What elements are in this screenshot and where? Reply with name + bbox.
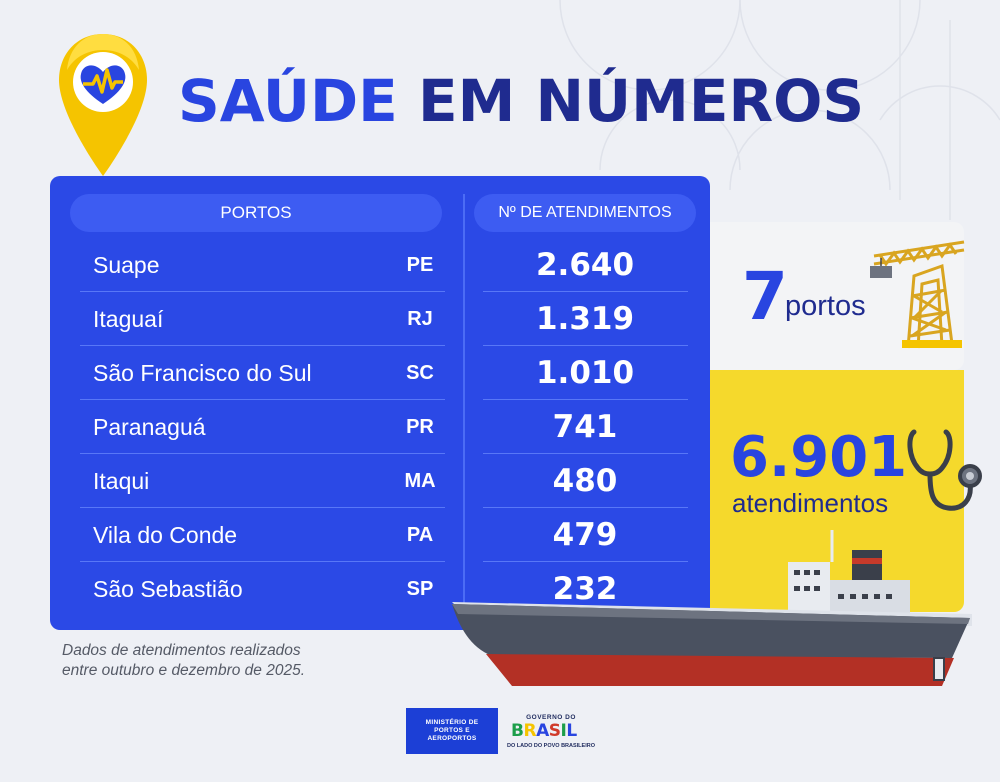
port-state: SC <box>406 362 434 384</box>
row-divider <box>80 453 445 454</box>
port-state: PR <box>406 416 434 438</box>
government-logo: GOVERNO DO BRASIL DO LADO DO POVO BRASIL… <box>505 708 597 754</box>
port-value: 232 <box>552 571 618 607</box>
table-row: Suape PE 2.640 <box>50 238 710 292</box>
port-name: Suape <box>93 252 160 278</box>
row-divider <box>483 453 688 454</box>
port-name: São Francisco do Sul <box>93 360 312 386</box>
port-state: PA <box>406 524 434 546</box>
note-line-1: Dados de atendimentos realizados <box>62 642 301 659</box>
gov-wordmark: BRASIL <box>511 721 577 741</box>
stethoscope-icon <box>907 429 982 511</box>
ports-table: PORTOS Nº DE ATENDIMENTOS Suape PE 2.640… <box>50 176 710 630</box>
total-atendimentos: 6.901 <box>730 425 908 490</box>
row-divider <box>483 399 688 400</box>
port-value: 480 <box>552 463 618 499</box>
ports-count: 7 <box>742 258 788 335</box>
ports-label: portos <box>785 290 866 322</box>
column-divider <box>463 194 465 624</box>
page-title: SAÚDE EM NÚMEROS <box>178 72 864 130</box>
port-value: 1.319 <box>535 301 635 337</box>
table-row: São Sebastião SP 232 <box>50 562 710 616</box>
table-row: Itaqui MA 480 <box>50 454 710 508</box>
data-source-note: Dados de atendimentos realizados entre o… <box>62 641 305 681</box>
row-divider <box>80 507 445 508</box>
crane-icon <box>870 240 965 349</box>
row-divider <box>483 507 688 508</box>
port-value: 2.640 <box>535 247 635 283</box>
row-divider <box>483 345 688 346</box>
port-name: Vila do Conde <box>93 522 238 548</box>
port-value: 1.010 <box>535 355 635 391</box>
title-part-2: EM NÚMEROS <box>417 67 865 135</box>
ministry-logo: MINISTÉRIO DE PORTOS E AEROPORTOS <box>406 708 498 754</box>
total-label: atendimentos <box>732 488 889 518</box>
port-state: MA <box>404 470 436 492</box>
table-row: Vila do Conde PA 479 <box>50 508 710 562</box>
port-state: SP <box>406 578 434 600</box>
column-header-atendimentos: Nº DE ATENDIMENTOS <box>474 194 696 232</box>
port-value: 741 <box>552 409 618 445</box>
row-divider <box>483 561 688 562</box>
ship-icon <box>452 530 972 686</box>
table-row: Paranaguá PR 741 <box>50 400 710 454</box>
port-state: PE <box>406 254 434 276</box>
ministry-line-1: MINISTÉRIO DE <box>425 719 479 726</box>
port-name: Itaqui <box>93 468 150 494</box>
port-state: RJ <box>407 308 433 330</box>
health-pin-icon <box>59 34 147 176</box>
gov-subtitle: DO LADO DO POVO BRASILEIRO <box>506 743 595 749</box>
table-row: Itaguaí RJ 1.319 <box>50 292 710 346</box>
ministry-line-3: AEROPORTOS <box>427 735 477 742</box>
row-divider <box>80 345 445 346</box>
title-part-1: SAÚDE <box>178 67 398 135</box>
row-divider <box>80 561 445 562</box>
ministry-line-2: PORTOS E <box>434 727 470 734</box>
row-divider <box>80 399 445 400</box>
note-line-2: entre outubro e dezembro de 2025. <box>62 662 306 679</box>
column-header-portos: PORTOS <box>70 194 442 232</box>
total-card <box>698 370 964 612</box>
port-name: São Sebastião <box>93 576 243 602</box>
gov-top-text: GOVERNO DO <box>526 714 576 721</box>
port-name: Paranaguá <box>93 414 206 440</box>
port-name: Itaguaí <box>93 306 164 332</box>
row-divider <box>80 291 445 292</box>
table-row: São Francisco do Sul SC 1.010 <box>50 346 710 400</box>
row-divider <box>483 291 688 292</box>
port-value: 479 <box>552 517 618 553</box>
